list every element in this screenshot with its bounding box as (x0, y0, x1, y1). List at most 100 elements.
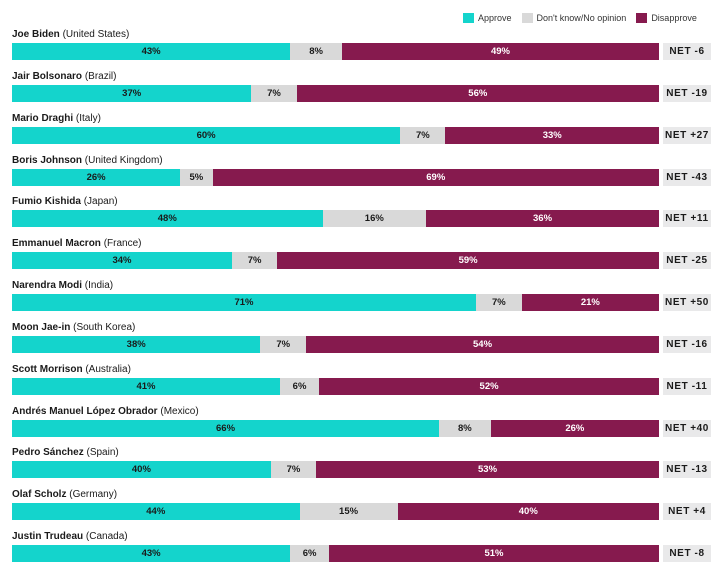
row-label: Pedro Sánchez (Spain) (12, 446, 119, 460)
leader-country: (Spain) (86, 447, 119, 459)
net-badge: NET -8 (663, 545, 711, 562)
leader-country: (France) (103, 238, 142, 250)
approve-segment: 60% (12, 126, 401, 144)
stacked-bar: 71% 7% 21% (12, 294, 659, 311)
dont-know-segment: 5% (180, 168, 213, 186)
leader-country: (Canada) (85, 531, 128, 542)
leader-country: (Japan) (83, 196, 118, 208)
dont-know-segment: 6% (279, 377, 320, 395)
net-badge: NET -13 (663, 461, 711, 479)
disapprove-segment: 40% (397, 503, 659, 521)
leader-name: Justin Trudeau (12, 531, 84, 542)
leader-name: Boris Johnson (12, 154, 83, 166)
row-label: Jair Bolsonaro (Brazil) (12, 70, 116, 84)
stacked-bar: 26% 5% 69% (12, 168, 659, 186)
legend-approve: Approve (463, 13, 512, 23)
net-badge: NET -11 (663, 377, 711, 395)
row-label: Mario Draghi (Italy) (12, 112, 101, 126)
chart-row: Mario Draghi (Italy) 60% 7% 33% NET +27 (0, 112, 720, 154)
approve-segment: 34% (12, 252, 232, 270)
dont-know-segment: 7% (260, 335, 307, 353)
dont-know-segment: 15% (299, 503, 398, 521)
net-badge: NET -16 (663, 335, 711, 353)
legend-dont-know-swatch (521, 13, 533, 23)
leader-country: (Germany) (69, 489, 118, 501)
disapprove-segment: 21% (521, 294, 659, 311)
row-label: Emmanuel Macron (France) (12, 237, 142, 251)
stacked-bar: 41% 6% 52% (12, 377, 659, 395)
net-badge: NET -43 (663, 168, 711, 186)
approve-segment: 66% (12, 419, 440, 437)
dont-know-segment: 7% (400, 126, 446, 144)
row-label: Narendra Modi (India) (12, 279, 113, 293)
stacked-bar: 40% 7% 53% (12, 461, 659, 479)
dont-know-segment: 7% (231, 252, 278, 270)
row-label: Olaf Scholz (Germany) (12, 488, 117, 502)
leader-name: Emmanuel Macron (12, 238, 101, 250)
legend-approve-label: Approve (478, 13, 512, 23)
net-badge: NET -25 (663, 252, 711, 270)
leader-country: (South Korea) (73, 321, 136, 333)
stacked-bar: 34% 7% 59% (12, 252, 659, 270)
disapprove-segment: 56% (296, 84, 659, 102)
legend-approve-swatch (463, 13, 474, 23)
disapprove-segment: 26% (490, 419, 659, 437)
approve-segment: 71% (12, 294, 476, 311)
net-badge: NET +50 (663, 294, 711, 311)
leader-name: Joe Biden (12, 29, 60, 40)
legend-disapprove-swatch (636, 13, 648, 23)
legend-disapprove: Disapprove (636, 13, 697, 23)
approve-segment: 40% (12, 461, 271, 479)
chart-row: Boris Johnson (United Kingdom) 26% 5% 69% NE… (0, 154, 720, 196)
net-badge: NET -19 (663, 84, 711, 102)
leader-name: Scott Morrison (12, 363, 83, 375)
net-badge: NET +11 (663, 210, 711, 228)
stacked-bar: 37% 7% 56% (12, 84, 659, 102)
stacked-bar: 48% 16% 36% (12, 210, 659, 228)
approve-segment: 37% (12, 84, 252, 102)
dont-know-segment: 7% (251, 84, 297, 102)
chart-row: Moon Jae-in (South Korea) 38% 7% 54% NET -16 (0, 321, 720, 363)
approve-segment: 43% (12, 43, 291, 60)
approve-segment: 26% (12, 168, 181, 186)
disapprove-segment: 59% (277, 252, 659, 270)
legend: Approve Don't know/No opinion Disapprove (463, 11, 697, 25)
row-label: Andrés Manuel López Obrador (Mexico) (12, 405, 199, 419)
disapprove-segment: 33% (445, 126, 659, 144)
leader-name: Jair Bolsonaro (12, 70, 83, 82)
chart-row: Jair Bolsonaro (Brazil) 37% 7% 56% NET -19 (0, 70, 720, 112)
chart-row: Pedro Sánchez (Spain) 40% 7% 53% NET -13 (0, 446, 720, 488)
leader-name: Mario Draghi (12, 112, 74, 124)
leader-name: Pedro Sánchez (12, 447, 84, 459)
chart-row: Andrés Manuel López Obrador (Mexico) 66% 8… (0, 405, 720, 447)
dont-know-segment: 8% (290, 43, 342, 60)
dont-know-segment: 7% (476, 294, 522, 311)
leader-name: Moon Jae-in (12, 321, 71, 333)
leader-country: (Australia) (85, 363, 131, 375)
net-badge: NET +40 (663, 419, 711, 437)
leader-name: Fumio Kishida (12, 196, 81, 208)
leader-name: Olaf Scholz (12, 489, 67, 501)
leader-country: (United Kingdom) (84, 154, 163, 166)
dont-know-segment: 6% (290, 545, 330, 562)
chart-row: Justin Trudeau (Canada) 43% 6% 51% NET -8 (0, 530, 720, 572)
net-badge: NET -6 (663, 43, 711, 60)
row-label: Joe Biden (United States) (12, 28, 129, 42)
chart-row: Narendra Modi (India) 71% 7% 21% NET +50 (0, 279, 720, 321)
approve-segment: 41% (12, 377, 280, 395)
disapprove-segment: 52% (319, 377, 659, 395)
approve-segment: 43% (12, 545, 291, 562)
leader-country: (Mexico) (160, 405, 199, 417)
disapprove-segment: 51% (329, 545, 659, 562)
disapprove-segment: 53% (316, 461, 659, 479)
row-label: Boris Johnson (United Kingdom) (12, 154, 163, 168)
row-label: Moon Jae-in (South Korea) (12, 321, 135, 335)
legend-dont-know: Don't know/No opinion (521, 13, 626, 23)
dont-know-segment: 7% (270, 461, 317, 479)
stacked-bar: 44% 15% 40% (12, 503, 659, 521)
leader-country: (India) (84, 280, 114, 291)
leader-name: Narendra Modi (12, 280, 83, 291)
approve-segment: 44% (12, 503, 300, 521)
dont-know-segment: 8% (439, 419, 491, 437)
